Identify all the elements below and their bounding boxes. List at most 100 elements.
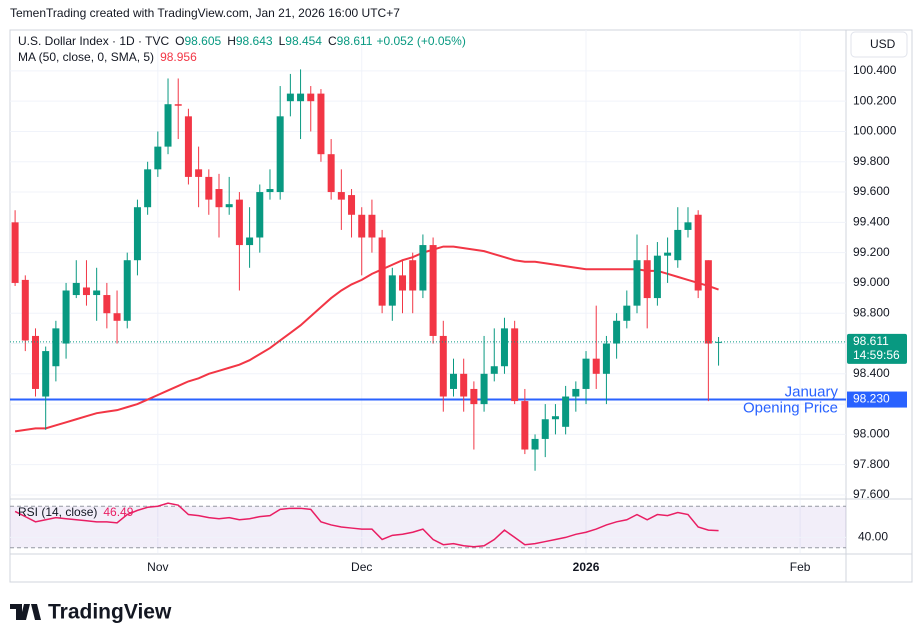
candle-body (704, 260, 712, 344)
y-tick-label: 97.600 (853, 487, 890, 501)
legend-item: L (279, 34, 286, 48)
reference-label: 98.230 (853, 392, 890, 406)
candle-body (674, 229, 682, 261)
candle-body (113, 313, 121, 321)
candle-body (551, 416, 559, 420)
currency-button[interactable] (850, 31, 908, 58)
candle-body (93, 290, 101, 296)
logo-text: TradingView (48, 601, 172, 624)
candle-body (633, 260, 641, 306)
candle-body (246, 237, 254, 246)
candle-body (337, 192, 345, 200)
candle-body (480, 373, 488, 405)
candle-body (144, 169, 152, 208)
legend-item: 46.49 (103, 505, 133, 519)
legend-item: O (175, 34, 184, 48)
candle-body (154, 146, 162, 170)
legend-item: +0.052 (+0.05%) (376, 34, 465, 48)
candle-body (399, 275, 407, 291)
candle-body (439, 335, 447, 397)
last-price-box (847, 333, 907, 364)
legend-item: 98.454 (285, 34, 322, 48)
candle-body (500, 328, 508, 367)
candle-body (195, 169, 203, 177)
candle-body (184, 116, 192, 177)
candle-body (235, 199, 243, 246)
candle-body (664, 252, 672, 256)
candle-body (358, 214, 366, 238)
reference-label-box (847, 391, 907, 408)
candle-body (297, 93, 305, 102)
candle-body (225, 204, 233, 208)
legend-item: RSI (14, close) (18, 505, 97, 519)
candle-body (72, 282, 80, 296)
last-price-label: 98.611 (853, 334, 889, 348)
ma-line (14, 245, 719, 433)
legend-item: U.S. Dollar Index · 1D · TVC (18, 34, 169, 48)
candle-body (429, 245, 437, 336)
y-tick-label: 99.000 (853, 275, 890, 289)
candle-body (613, 320, 621, 344)
candle-body (582, 358, 590, 389)
candle-body (62, 290, 70, 344)
candle-body (123, 260, 131, 321)
y-tick-label: 98.400 (853, 366, 890, 380)
candle-body (103, 295, 111, 314)
x-tick-label: Feb (790, 560, 811, 574)
candle-body (266, 189, 274, 193)
legend-item: H (227, 34, 236, 48)
candle-body (256, 192, 264, 238)
logo: TradingView (10, 601, 172, 624)
candle-body (643, 260, 651, 299)
candle-body (419, 245, 427, 291)
candle-body (602, 343, 610, 374)
candle-body (531, 438, 539, 450)
legend-item: C (328, 34, 337, 48)
y-tick-label: 99.600 (853, 184, 890, 198)
candle-body (317, 93, 325, 155)
candle-body (460, 373, 468, 397)
x-tick-label: Dec (351, 560, 372, 574)
candle-body (368, 214, 376, 238)
rsi-band (10, 506, 846, 548)
candle-body (133, 207, 141, 261)
x-tick-label: Nov (147, 560, 168, 574)
x-tick-label: 2026 (573, 560, 600, 574)
candle-body (286, 93, 294, 102)
legend-item: 98.611 (337, 34, 373, 48)
y-tick-label: 99.800 (853, 154, 890, 168)
candle-body (42, 351, 50, 397)
candle-body (378, 237, 386, 306)
attribution: TemenTrading created with TradingView.co… (10, 6, 400, 20)
candle-body (348, 195, 356, 215)
candle-body (592, 358, 600, 374)
annotation: January (785, 384, 839, 401)
candle-body (327, 154, 335, 193)
legend-item: 98.605 (185, 34, 222, 48)
candle-body (470, 388, 478, 405)
candle-body (82, 287, 90, 296)
candle-body (511, 328, 519, 402)
candle-body (623, 305, 631, 321)
candle-body (307, 93, 315, 102)
candle-body (174, 104, 182, 106)
candle-body (449, 373, 457, 389)
legend-item: MA (50, close, 0, SMA, 5) (18, 50, 154, 64)
legend: MA (50, close, 0, SMA, 5) 98.956 (18, 50, 197, 64)
y-tick-label: 100.400 (853, 63, 897, 77)
logo-icon (10, 604, 41, 620)
candle-body (205, 176, 213, 200)
y-tick-label: 99.400 (853, 215, 890, 229)
y-tick-label: 100.000 (853, 124, 897, 138)
y-tick-label: 98.000 (853, 427, 890, 441)
annotation: Opening Price (743, 400, 838, 417)
candle-body (653, 255, 661, 299)
candle-body (572, 388, 580, 397)
candle-body (521, 401, 529, 450)
y-tick-label: 97.800 (853, 457, 890, 471)
candle-body (541, 419, 549, 439)
candle-body (490, 366, 498, 374)
legend: RSI (14, close) 46.49 (18, 505, 134, 519)
rsi-tick-label: 40.00 (858, 530, 888, 544)
